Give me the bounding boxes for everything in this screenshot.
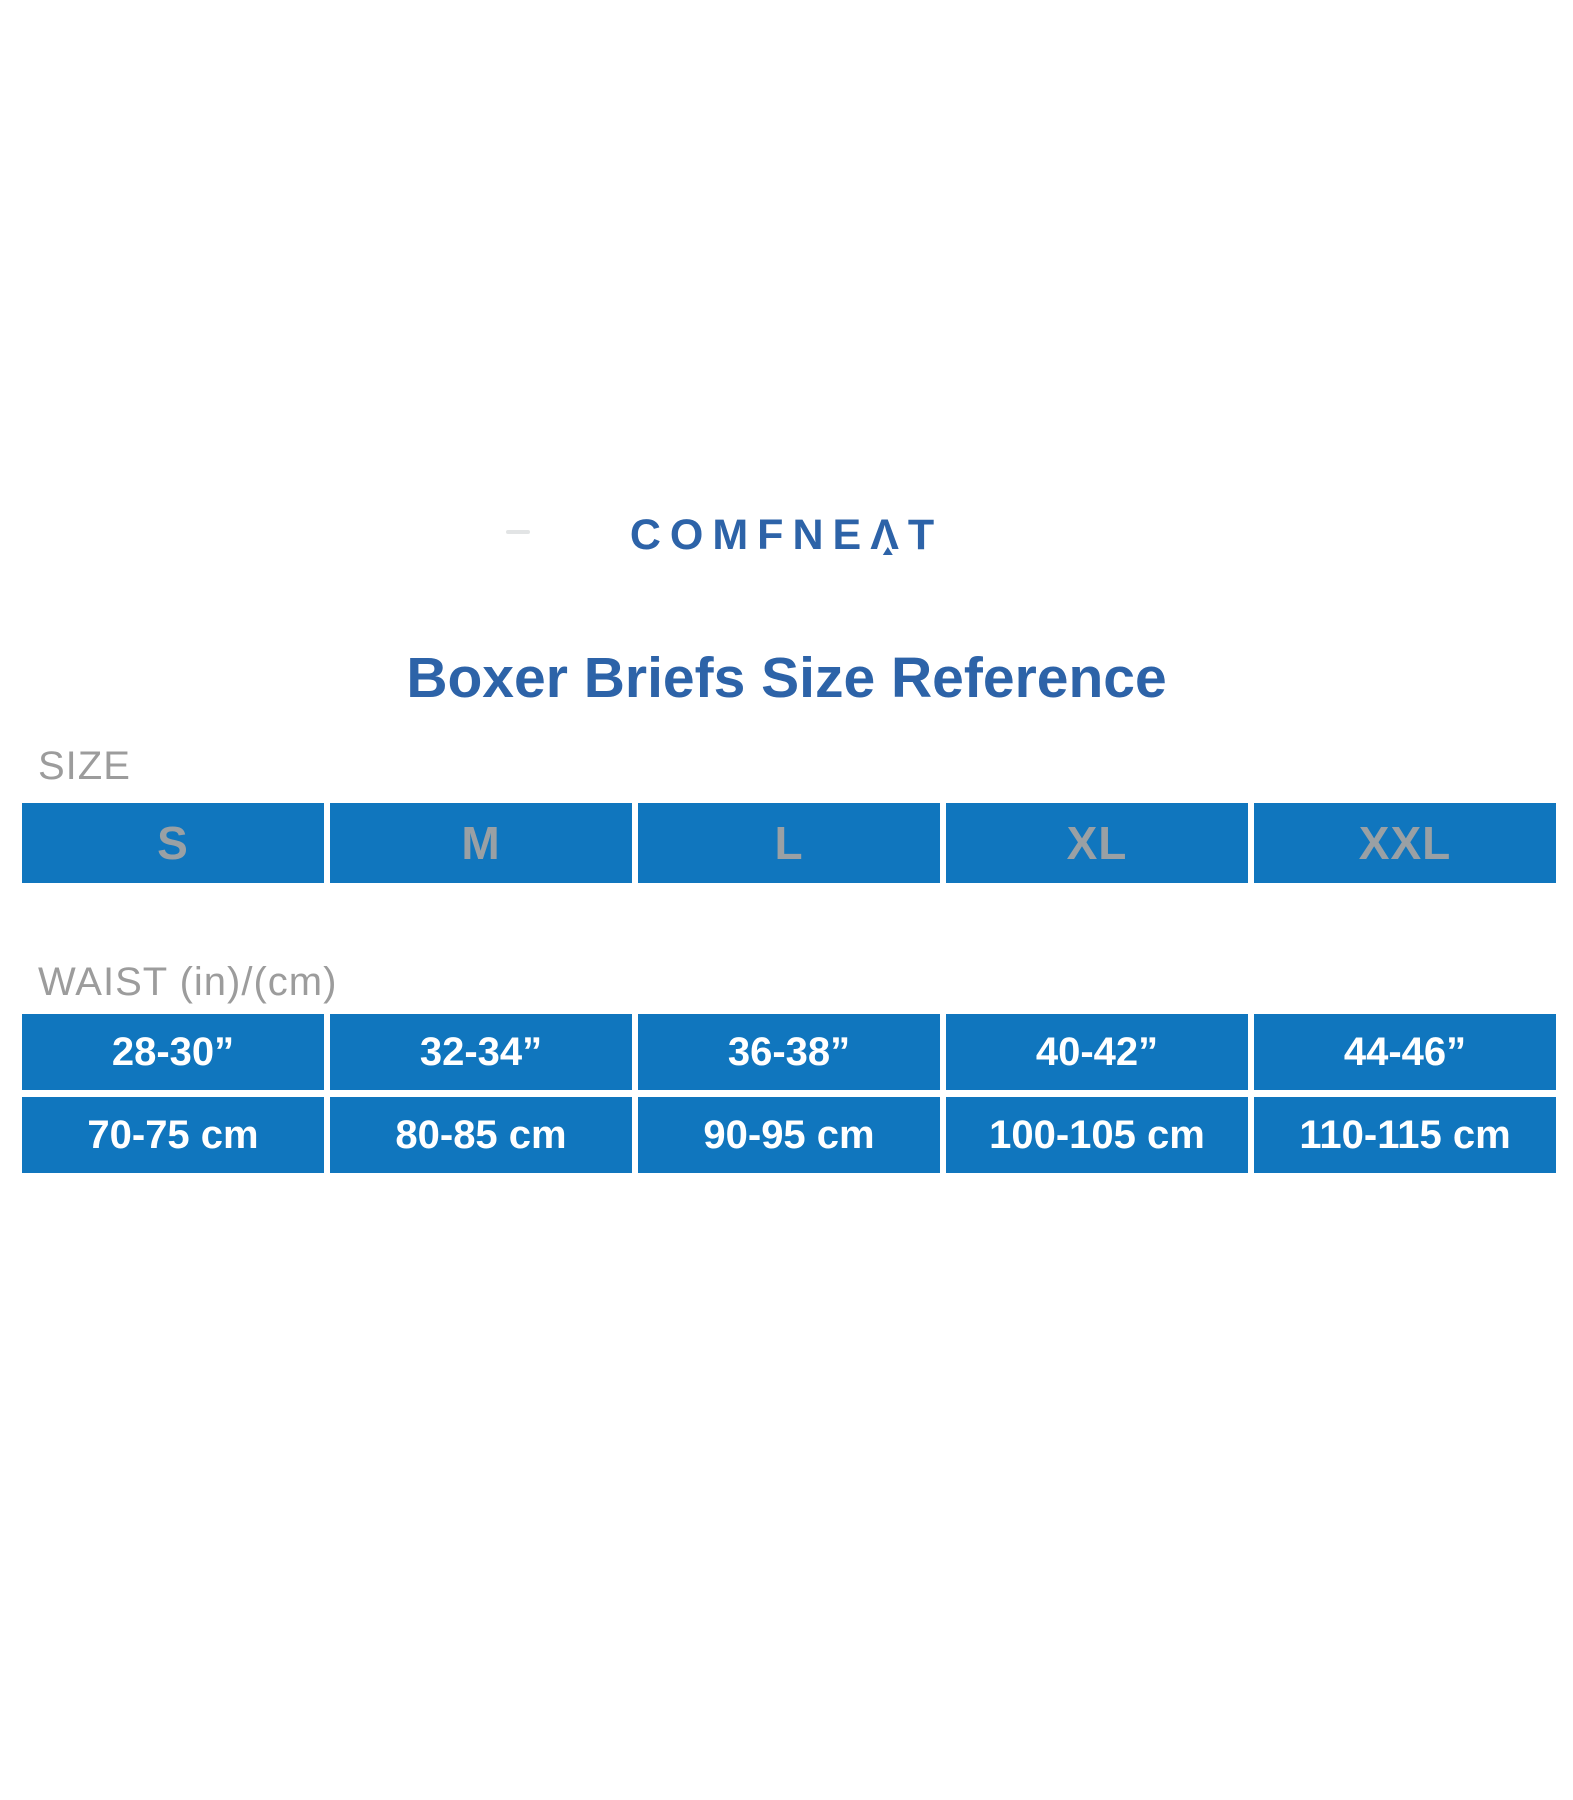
size-cell-s: S: [22, 803, 324, 883]
waist-in-cell-m: 32-34”: [330, 1014, 632, 1090]
size-row: S M L XL XXL: [22, 803, 1556, 883]
size-cell-l: L: [638, 803, 940, 883]
size-cell-xl: XL: [946, 803, 1248, 883]
waist-in-cell-s: 28-30”: [22, 1014, 324, 1090]
waist-cm-cell-m: 80-85 cm: [330, 1097, 632, 1173]
waist-cm-cell-s: 70-75 cm: [22, 1097, 324, 1173]
waist-cm-cell-l: 90-95 cm: [638, 1097, 940, 1173]
waist-in-cell-xxl: 44-46”: [1254, 1014, 1556, 1090]
waist-cm-cell-xl: 100-105 cm: [946, 1097, 1248, 1173]
waist-in-cell-xl: 40-42”: [946, 1014, 1248, 1090]
waist-cm-row: 70-75 cm 80-85 cm 90-95 cm 100-105 cm 11…: [22, 1097, 1556, 1173]
waist-section-label: WAIST (in)/(cm): [38, 960, 338, 1004]
waist-in-cell-l: 36-38”: [638, 1014, 940, 1090]
waist-inches-row: 28-30” 32-34” 36-38” 40-42” 44-46”: [22, 1014, 1556, 1090]
size-cell-xxl: XXL: [1254, 803, 1556, 883]
size-section-label: SIZE: [38, 744, 131, 788]
waist-cm-cell-xxl: 110-115 cm: [1254, 1097, 1556, 1173]
brand-logo: COMFNEΛ T: [629, 511, 944, 559]
size-cell-m: M: [330, 803, 632, 883]
page-title: Boxer Briefs Size Reference: [406, 646, 1167, 711]
stray-mark: [506, 530, 530, 534]
